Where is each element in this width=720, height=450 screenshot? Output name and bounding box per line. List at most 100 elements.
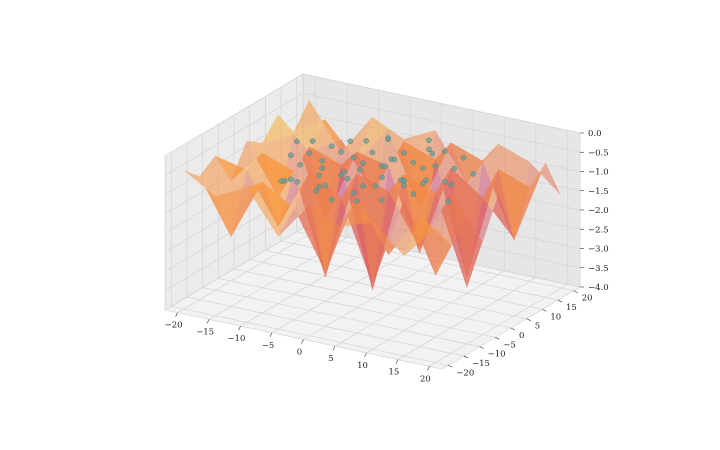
axis-ticks: −20−15−10−505101520−20−15−10−505101520−4…	[165, 129, 609, 384]
scatter-point	[460, 155, 467, 161]
y-tick	[463, 355, 469, 359]
x-tick-label: 10	[357, 361, 368, 371]
y-tick	[495, 337, 500, 340]
surface-facet	[325, 116, 373, 161]
scatter-point	[354, 198, 360, 204]
x-tick	[269, 332, 273, 337]
scatter-point	[328, 196, 335, 203]
surface-facet	[419, 159, 467, 278]
x-tick	[427, 366, 430, 371]
y-tick	[542, 309, 547, 312]
y-tick-label: 0	[519, 331, 524, 341]
surface-facet	[246, 182, 294, 237]
z-tick-label: −2.0	[588, 206, 609, 216]
x-tick-label: 15	[388, 368, 399, 378]
scatter-point	[441, 148, 448, 155]
scatter-point	[319, 165, 326, 171]
scatter-point	[278, 178, 285, 184]
z-tick-label: 0.0	[588, 129, 602, 139]
surface-facet	[309, 194, 357, 273]
scatter-point	[350, 154, 357, 161]
y-tick-label: 10	[550, 312, 561, 322]
surface-facet	[215, 182, 263, 237]
surface-facet	[404, 215, 452, 256]
scatter-points	[278, 135, 477, 205]
scatter-point	[306, 150, 313, 156]
scatter-point	[410, 191, 417, 197]
scatter-point	[287, 176, 294, 183]
surface-facet	[388, 199, 436, 276]
y-tick-label: −15	[472, 359, 490, 369]
y-tick	[510, 327, 516, 331]
surface-facet	[293, 99, 341, 153]
x-tick-label: −5	[262, 341, 275, 351]
y-tick-label: 15	[566, 303, 577, 313]
z-tick-label: −1.5	[588, 187, 609, 197]
x-tick	[332, 346, 336, 351]
surface-facet	[356, 194, 405, 286]
surface-facet	[466, 194, 515, 288]
scatter-point	[347, 138, 354, 145]
scatter-point	[419, 165, 426, 171]
scatter-point	[316, 172, 322, 179]
y-tick-label: 5	[535, 322, 540, 332]
x-tick	[206, 319, 210, 324]
x-tick-label: −10	[228, 334, 246, 344]
x-tick	[301, 339, 304, 344]
scatter-point	[360, 183, 366, 189]
scatter-point	[429, 150, 436, 157]
scatter-point	[350, 189, 357, 196]
scatter-point	[426, 146, 432, 153]
scatter-point	[401, 149, 407, 156]
y-tick	[557, 299, 563, 303]
scatter-point	[451, 165, 458, 172]
z-gridline	[164, 92, 581, 176]
scatter-point	[294, 138, 300, 145]
y-tick-label: −20	[456, 368, 474, 378]
scatter-point	[297, 161, 304, 168]
y-tick	[479, 346, 484, 349]
scatter-point	[432, 162, 439, 169]
scatter-point	[426, 137, 432, 144]
z-gridline	[164, 73, 581, 157]
scatter-point	[382, 163, 388, 170]
surface-facet	[372, 215, 420, 256]
surface-facet	[230, 140, 279, 198]
x-tick	[364, 352, 367, 358]
x-tick-label: −15	[196, 327, 214, 337]
scatter-point	[379, 174, 385, 180]
surface-facet	[372, 129, 420, 209]
scatter-point	[448, 181, 455, 188]
scatter-point	[341, 168, 348, 175]
y-tick-label: 20	[582, 294, 593, 304]
scatter-point	[357, 167, 363, 173]
scatter-point	[401, 182, 407, 189]
surface-facet	[514, 162, 562, 241]
scatter-point	[338, 149, 344, 155]
scatter-point	[294, 179, 300, 185]
scatter-point	[410, 159, 417, 166]
scatter-point	[319, 157, 325, 164]
y-tick-label: −10	[488, 350, 506, 360]
surface-facet	[356, 116, 404, 161]
scatter-point	[363, 138, 369, 144]
x-tick	[238, 325, 241, 331]
z-tick-label: −3.0	[588, 245, 609, 255]
x-tick-label: 5	[328, 354, 333, 364]
scatter-point	[328, 143, 335, 149]
scatter-point	[372, 183, 379, 189]
z-gridline	[164, 227, 581, 311]
scatter-point	[313, 188, 319, 194]
scatter-point	[401, 177, 407, 184]
surface-facet	[482, 169, 530, 239]
y-tick	[573, 290, 578, 293]
scatter-point	[360, 160, 366, 166]
z-tick-label: −2.5	[588, 225, 609, 235]
y-tick	[448, 365, 453, 368]
scatter-point	[442, 178, 448, 185]
z-tick-label: −4.0	[588, 283, 609, 293]
scatter-point	[385, 135, 391, 141]
scatter-point	[369, 149, 376, 156]
surface-facet	[262, 114, 310, 152]
